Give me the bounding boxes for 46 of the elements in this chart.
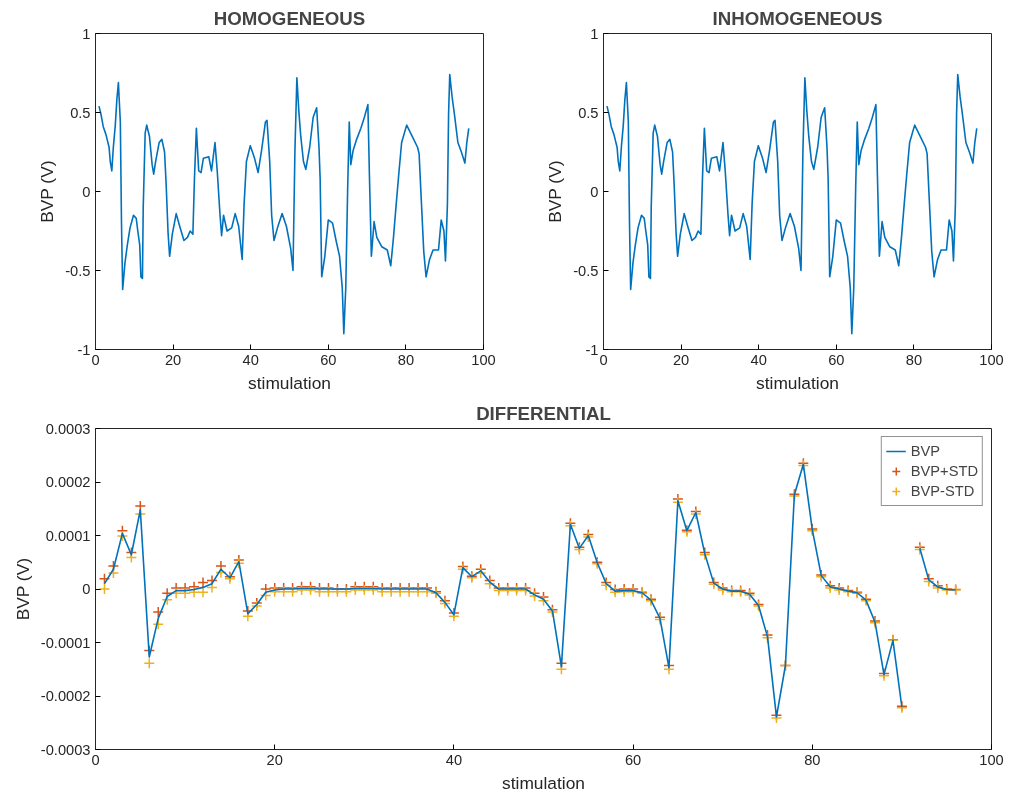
x-tick-label: 80 bbox=[804, 751, 821, 768]
y-axis-title: BVP (V) bbox=[12, 558, 33, 621]
x-tick-label: 40 bbox=[445, 751, 463, 768]
chart-title: DIFFERENTIAL bbox=[476, 402, 611, 424]
y-tick-label: 0 bbox=[82, 183, 91, 200]
y-tick-label: 1 bbox=[82, 25, 91, 42]
chart-title: INHOMOGENEOUS bbox=[712, 7, 883, 29]
y-tick-label: -0.5 bbox=[573, 262, 599, 279]
x-tick-label: 80 bbox=[905, 351, 923, 368]
y-tick-label: 1 bbox=[590, 25, 599, 42]
y-tick-label: 0.0002 bbox=[45, 474, 91, 490]
x-tick-label: 20 bbox=[266, 751, 283, 768]
x-tick-label: 40 bbox=[750, 351, 767, 368]
y-tick-label: 0.0003 bbox=[45, 420, 91, 437]
x-axis-title: stimulation bbox=[756, 372, 839, 393]
legend-label: BVP bbox=[910, 443, 941, 459]
y-tick-label: -0.0001 bbox=[40, 634, 91, 651]
legend-label: BVP+STD bbox=[910, 463, 978, 479]
x-tick-label: 40 bbox=[242, 351, 259, 368]
line-series bbox=[606, 73, 978, 335]
x-axis-title: stimulation bbox=[248, 372, 331, 393]
legend-label: BVP-STD bbox=[910, 483, 975, 499]
y-tick-label: -0.0002 bbox=[40, 688, 91, 704]
y-tick-label: 0.5 bbox=[70, 104, 91, 121]
y-tick-label: 0.5 bbox=[578, 104, 599, 121]
x-tick-label: 20 bbox=[164, 351, 182, 368]
y-tick-label: -1 bbox=[77, 341, 91, 358]
y-tick-label: -1 bbox=[585, 341, 599, 358]
y-axis-title: BVP (V) bbox=[545, 160, 566, 223]
line-series bbox=[98, 73, 470, 335]
y-tick-label: -0.5 bbox=[65, 262, 91, 279]
x-tick-label: 100 bbox=[471, 351, 496, 368]
y-tick-label: 0 bbox=[82, 581, 91, 597]
x-tick-label: 80 bbox=[397, 351, 415, 368]
x-tick-label: 20 bbox=[672, 351, 690, 368]
x-tick-label: 100 bbox=[979, 351, 1004, 368]
y-tick-label: 0.0001 bbox=[45, 527, 91, 544]
x-tick-label: 60 bbox=[320, 351, 337, 368]
y-tick-label: -0.0003 bbox=[40, 741, 91, 758]
y-tick-label: 0 bbox=[590, 183, 599, 200]
y-axis-title: BVP (V) bbox=[37, 160, 58, 223]
x-tick-label: 100 bbox=[979, 751, 1004, 768]
x-tick-label: 60 bbox=[828, 351, 845, 368]
x-axis-title: stimulation bbox=[502, 772, 585, 793]
chart-title: HOMOGENEOUS bbox=[213, 7, 366, 29]
x-tick-label: 60 bbox=[624, 751, 642, 768]
